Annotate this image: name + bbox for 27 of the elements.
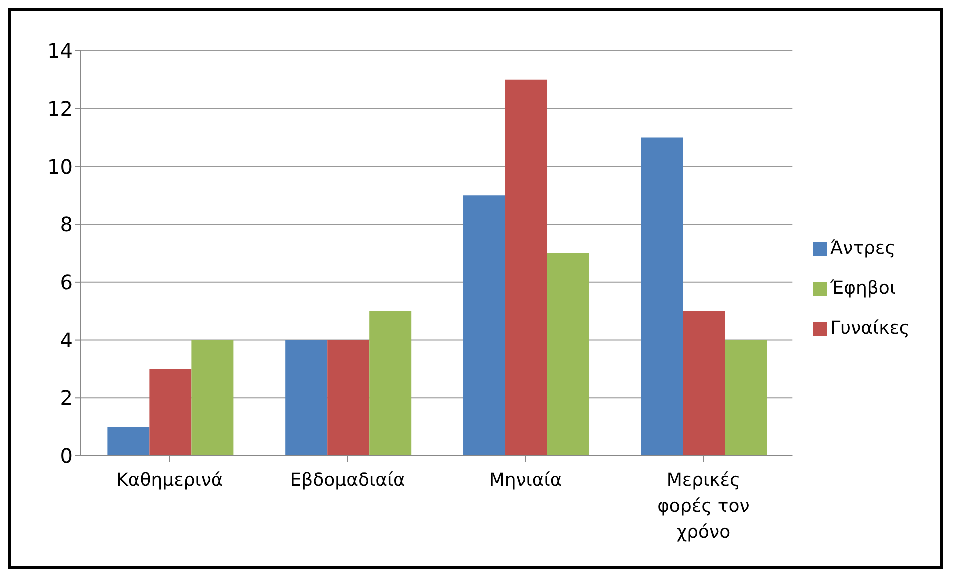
bar — [328, 340, 370, 456]
y-tick-label: 4 — [60, 328, 73, 352]
bar — [464, 196, 506, 456]
bar — [192, 340, 234, 456]
y-tick-label: 0 — [60, 444, 73, 468]
y-tick-label: 14 — [48, 39, 73, 64]
bar — [725, 340, 768, 456]
y-tick-label: 12 — [48, 96, 73, 121]
bar — [683, 311, 726, 456]
bar — [286, 340, 328, 456]
legend-label: Γυναίκες — [830, 318, 910, 338]
x-tick-label: Μηνιαία — [489, 470, 562, 491]
y-tick-label: 2 — [60, 386, 73, 410]
bar — [108, 427, 150, 456]
x-tick-label: Μερικές φορές τον χρόνο — [658, 470, 750, 543]
y-tick-label: 10 — [48, 154, 73, 179]
bar — [548, 254, 590, 456]
bar — [506, 80, 548, 456]
x-tick-label: Εβδομαδιαία — [290, 470, 406, 491]
bar — [370, 311, 412, 456]
legend-label: Άντρες — [830, 238, 896, 258]
x-tick-label: Καθημερινά — [116, 470, 224, 491]
bar — [150, 369, 192, 456]
legend-label: Έφηβοι — [830, 278, 896, 298]
bar — [641, 138, 684, 456]
y-tick-label: 8 — [60, 212, 73, 237]
y-tick-label: 6 — [60, 270, 73, 295]
